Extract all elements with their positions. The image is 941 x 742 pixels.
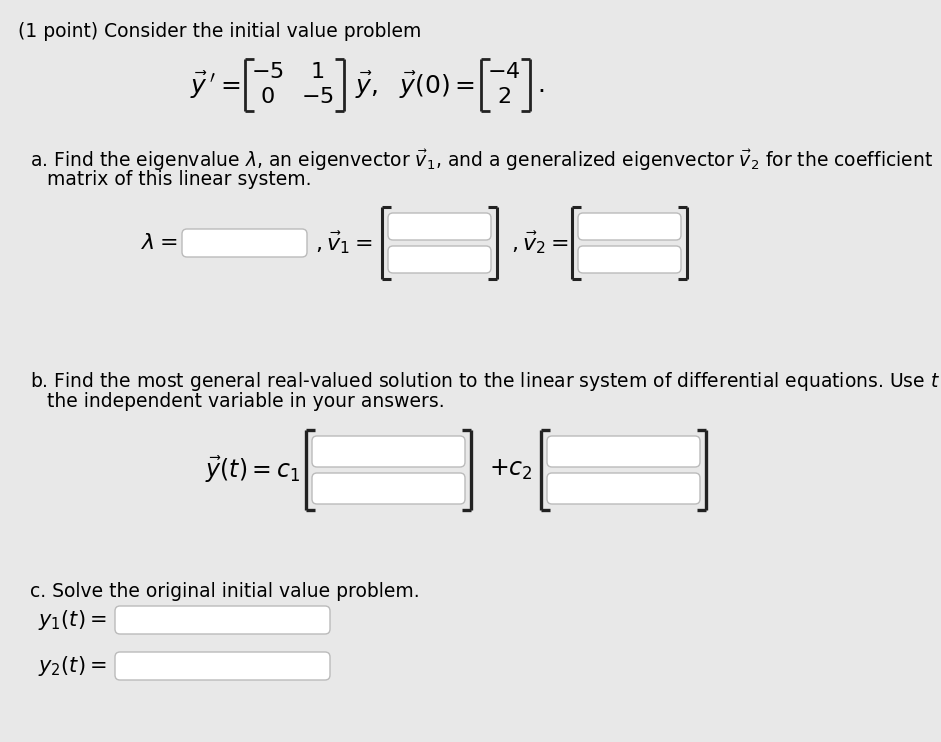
FancyBboxPatch shape: [312, 436, 465, 467]
Text: $\vec{y},$: $\vec{y},$: [355, 70, 378, 100]
Text: $, \vec{v}_2 =$: $, \vec{v}_2 =$: [511, 229, 569, 257]
Text: (1 point) Consider the initial value problem: (1 point) Consider the initial value pro…: [18, 22, 422, 41]
Text: $.$: $.$: [537, 73, 544, 97]
FancyBboxPatch shape: [182, 229, 307, 257]
FancyBboxPatch shape: [578, 246, 681, 273]
Text: $-5$: $-5$: [250, 62, 283, 82]
Text: $\lambda =$: $\lambda =$: [141, 233, 178, 253]
Text: the independent variable in your answers.: the independent variable in your answers…: [47, 392, 445, 411]
Text: $y_1(t) =$: $y_1(t) =$: [38, 608, 106, 632]
Text: $-5$: $-5$: [300, 87, 333, 107]
FancyBboxPatch shape: [547, 473, 700, 504]
Text: $1$: $1$: [310, 62, 324, 82]
FancyBboxPatch shape: [388, 246, 491, 273]
Text: $\vec{y}(0) =$: $\vec{y}(0) =$: [399, 70, 475, 100]
Text: $\vec{y}(t) = c_1$: $\vec{y}(t) = c_1$: [205, 455, 300, 485]
Text: $0$: $0$: [260, 87, 275, 107]
Text: matrix of this linear system.: matrix of this linear system.: [47, 170, 311, 189]
Text: b. Find the most general real-valued solution to the linear system of differenti: b. Find the most general real-valued sol…: [30, 370, 941, 393]
FancyBboxPatch shape: [547, 436, 700, 467]
Text: $y_2(t) =$: $y_2(t) =$: [38, 654, 106, 678]
FancyBboxPatch shape: [312, 473, 465, 504]
FancyBboxPatch shape: [578, 213, 681, 240]
Text: a. Find the eigenvalue $\lambda$, an eigenvector $\vec{v}_1$, and a generalized : a. Find the eigenvalue $\lambda$, an eig…: [30, 148, 933, 173]
FancyBboxPatch shape: [388, 213, 491, 240]
FancyBboxPatch shape: [115, 606, 330, 634]
Text: $-4$: $-4$: [487, 62, 520, 82]
FancyBboxPatch shape: [115, 652, 330, 680]
Text: $2$: $2$: [497, 87, 511, 107]
Text: $, \vec{v}_1 =$: $, \vec{v}_1 =$: [315, 229, 373, 257]
Text: c. Solve the original initial value problem.: c. Solve the original initial value prob…: [30, 582, 420, 601]
Text: $\vec{y}\,' =$: $\vec{y}\,' =$: [190, 70, 240, 100]
Text: $+ c_2$: $+ c_2$: [489, 458, 533, 482]
